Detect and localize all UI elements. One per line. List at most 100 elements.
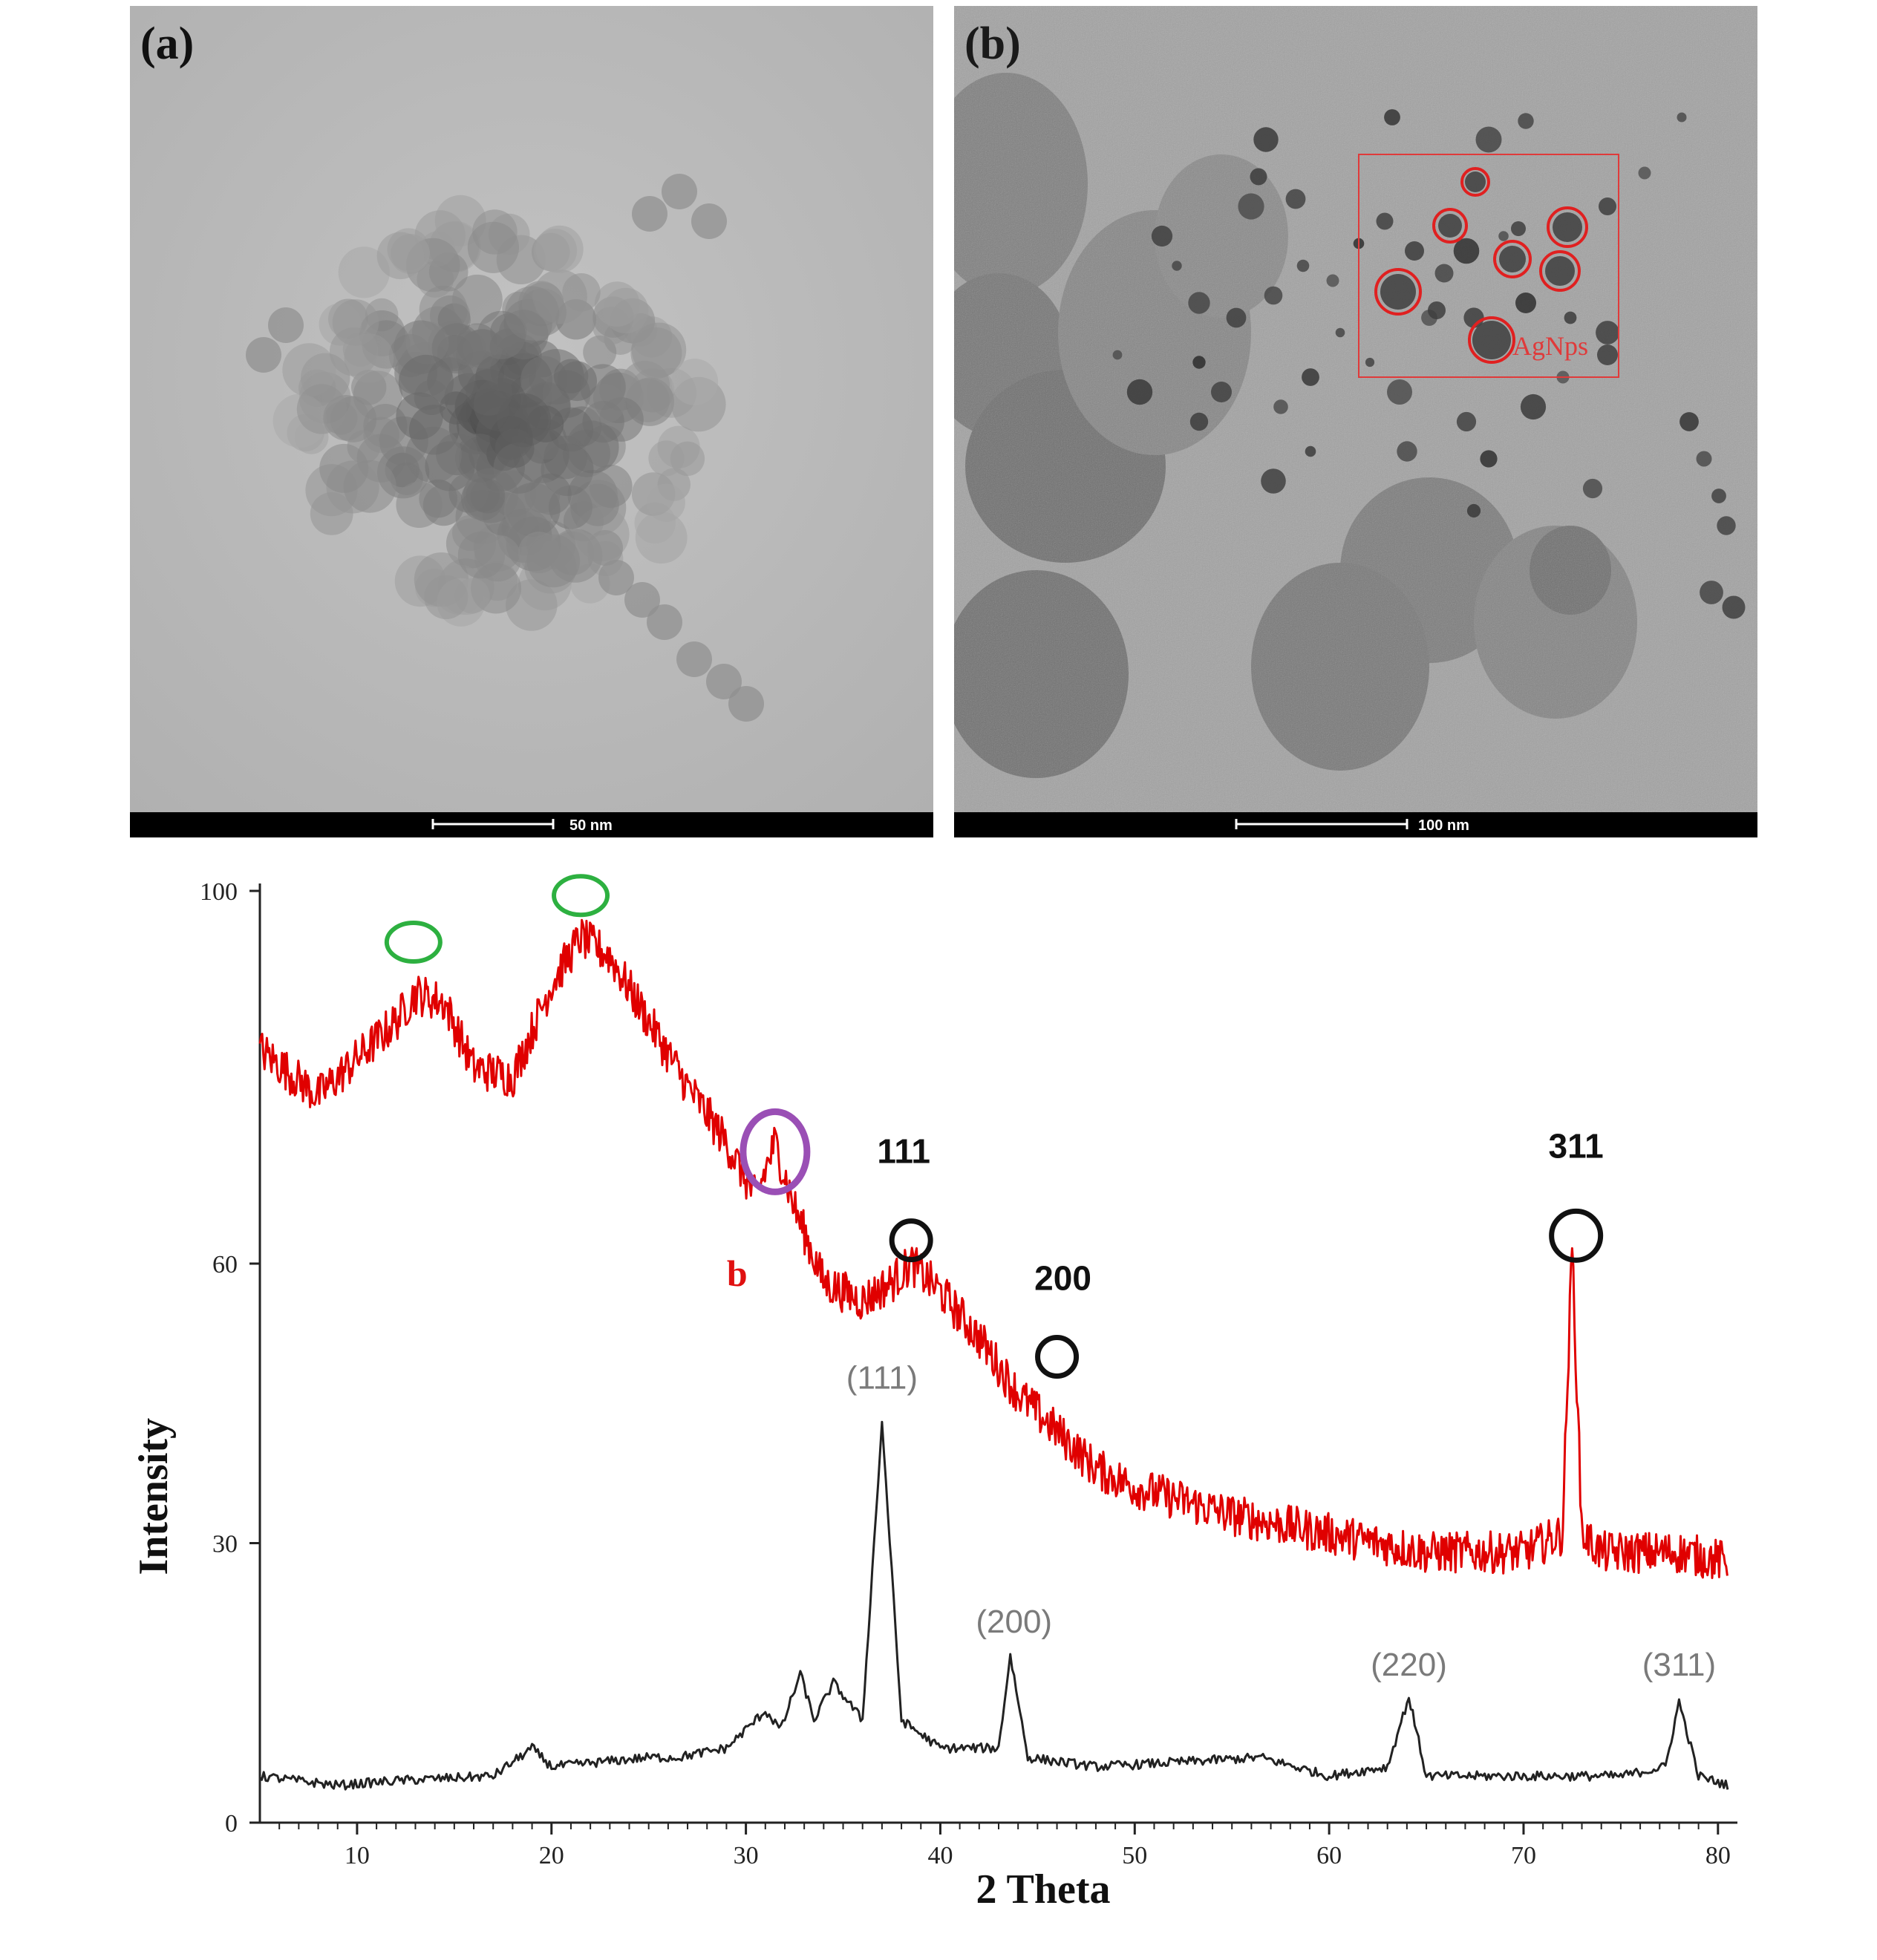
peak-circle-black: [1549, 1208, 1604, 1263]
silver-nanoparticle: [1189, 412, 1209, 431]
y-axis-title: Intensity: [131, 1418, 177, 1575]
y-tick-label: 0: [225, 1810, 238, 1838]
silver-nanoparticle: [1380, 274, 1416, 310]
peak-label: (311): [1642, 1647, 1716, 1683]
nanoparticle: [344, 333, 394, 383]
silver-nanoparticle: [1226, 307, 1247, 328]
nanoparticle: [562, 273, 601, 312]
peak-circle-green: [552, 874, 610, 918]
tem-micrograph-a: [130, 6, 933, 812]
silver-nanoparticle: [1553, 212, 1582, 242]
silver-nanoparticle: [1261, 468, 1286, 494]
silver-nanoparticle: [1518, 113, 1534, 129]
peak-circle-black: [1035, 1335, 1080, 1379]
silver-nanoparticle: [1397, 441, 1417, 462]
silver-nanoparticle: [1711, 489, 1726, 503]
peak-label: (200): [976, 1604, 1052, 1640]
silver-nanoparticle: [1465, 172, 1486, 192]
silver-nanoparticle: [1253, 127, 1279, 152]
peak-label: b: [727, 1252, 748, 1294]
silver-nanoparticle: [1326, 274, 1339, 287]
tem-image-a: 50 nm (a): [130, 6, 933, 837]
nanoparticle: [466, 369, 512, 416]
silver-nanoparticle: [1384, 109, 1400, 125]
nanoparticle: [594, 281, 640, 327]
tem-micrograph-b: AgNps: [954, 6, 1757, 812]
silver-nanoparticle: [1126, 379, 1153, 405]
silver-nanoparticle: [1456, 411, 1477, 432]
silver-nanoparticle: [1545, 256, 1575, 286]
silver-nanoparticle: [1172, 261, 1182, 271]
nanoparticle-cluster: [246, 174, 764, 722]
nanoparticle: [647, 604, 682, 640]
nanoparticle: [398, 354, 454, 411]
x-tick-label: 30: [734, 1842, 759, 1869]
nanoparticle: [477, 310, 526, 359]
silver-nanoparticle: [1250, 168, 1267, 186]
x-tick-label: 20: [539, 1842, 564, 1869]
silver-nanoparticle: [1365, 357, 1375, 368]
silver-nanoparticle: [1211, 382, 1232, 402]
silver-nanoparticle: [1296, 259, 1310, 272]
silver-nanoparticle: [1376, 212, 1394, 230]
silver-nanoparticle: [1305, 445, 1316, 457]
silver-nanoparticle: [1428, 301, 1446, 319]
nanoparticle: [706, 664, 742, 699]
silver-nanoparticle: [1717, 516, 1736, 535]
nanoparticle: [448, 473, 489, 513]
silver-nanoparticle: [1434, 264, 1454, 283]
silver-nanoparticle: [1498, 231, 1509, 241]
nanoparticle: [376, 232, 425, 280]
silver-nanoparticle: [1520, 393, 1547, 420]
peak-label: 111: [877, 1131, 930, 1170]
silver-nanoparticle: [1387, 379, 1412, 405]
nanoparticle: [474, 535, 522, 582]
nanoparticle: [282, 343, 336, 397]
silver-nanoparticle: [1405, 241, 1424, 261]
peak-label: 200: [1034, 1259, 1091, 1298]
silver-nanoparticle: [1511, 221, 1526, 236]
nanoparticle: [452, 274, 503, 325]
silver-nanoparticle: [1188, 292, 1210, 314]
silver-nanoparticle: [1151, 225, 1173, 247]
silver-nanoparticle: [1700, 581, 1723, 604]
nanoparticle: [424, 575, 469, 620]
nanoparticle: [576, 483, 619, 526]
silver-nanoparticle: [1264, 286, 1283, 305]
nanoparticle: [268, 307, 304, 343]
silver-nanoparticle: [1192, 356, 1206, 369]
scale-bar-strip: 50 nm: [130, 812, 933, 837]
silver-nanoparticle: [1596, 321, 1619, 344]
x-tick-label: 50: [1122, 1842, 1147, 1869]
panel-label-b: (b): [964, 19, 1021, 69]
peak-label: (220): [1371, 1647, 1447, 1683]
silver-nanoparticle: [1438, 214, 1462, 238]
peak-label: 311: [1549, 1126, 1604, 1165]
nanoparticle: [647, 483, 685, 522]
nanoparticle: [467, 221, 519, 273]
silver-nanoparticle: [1515, 293, 1536, 313]
nanoparticle: [728, 686, 764, 722]
silver-nanoparticle: [1112, 350, 1123, 360]
silver-nanoparticle: [1335, 327, 1345, 338]
panel-label-a: (a): [140, 19, 195, 69]
nanoparticle: [635, 512, 688, 564]
nanoparticle: [296, 384, 347, 434]
peak-labels: 111 200 311 b (111) (200) (220) (311): [727, 1126, 1716, 1682]
peak-circle-black: [889, 1218, 933, 1263]
nanoparticle: [246, 337, 281, 373]
silver-nanoparticle: [1472, 321, 1511, 359]
x-tick-label: 70: [1511, 1842, 1536, 1869]
silver-nanoparticle: [1273, 399, 1288, 414]
silver-nanoparticle: [1677, 112, 1687, 122]
nanoparticle: [526, 534, 581, 588]
nanoparticle: [632, 196, 667, 232]
silver-nanoparticle: [1238, 193, 1264, 220]
silver-nanoparticle: [1679, 412, 1699, 431]
series-black-line: [258, 1420, 1729, 1791]
nanoparticle: [585, 383, 625, 424]
xrd-chart: 10 20 30 40 50 60 70 80 0 30 60 100 111 200 311 b (111)…: [131, 874, 1737, 1912]
scale-bar-label: 100 nm: [1418, 817, 1469, 834]
chart-series: [258, 918, 1729, 1791]
silver-nanoparticle: [1582, 478, 1603, 499]
